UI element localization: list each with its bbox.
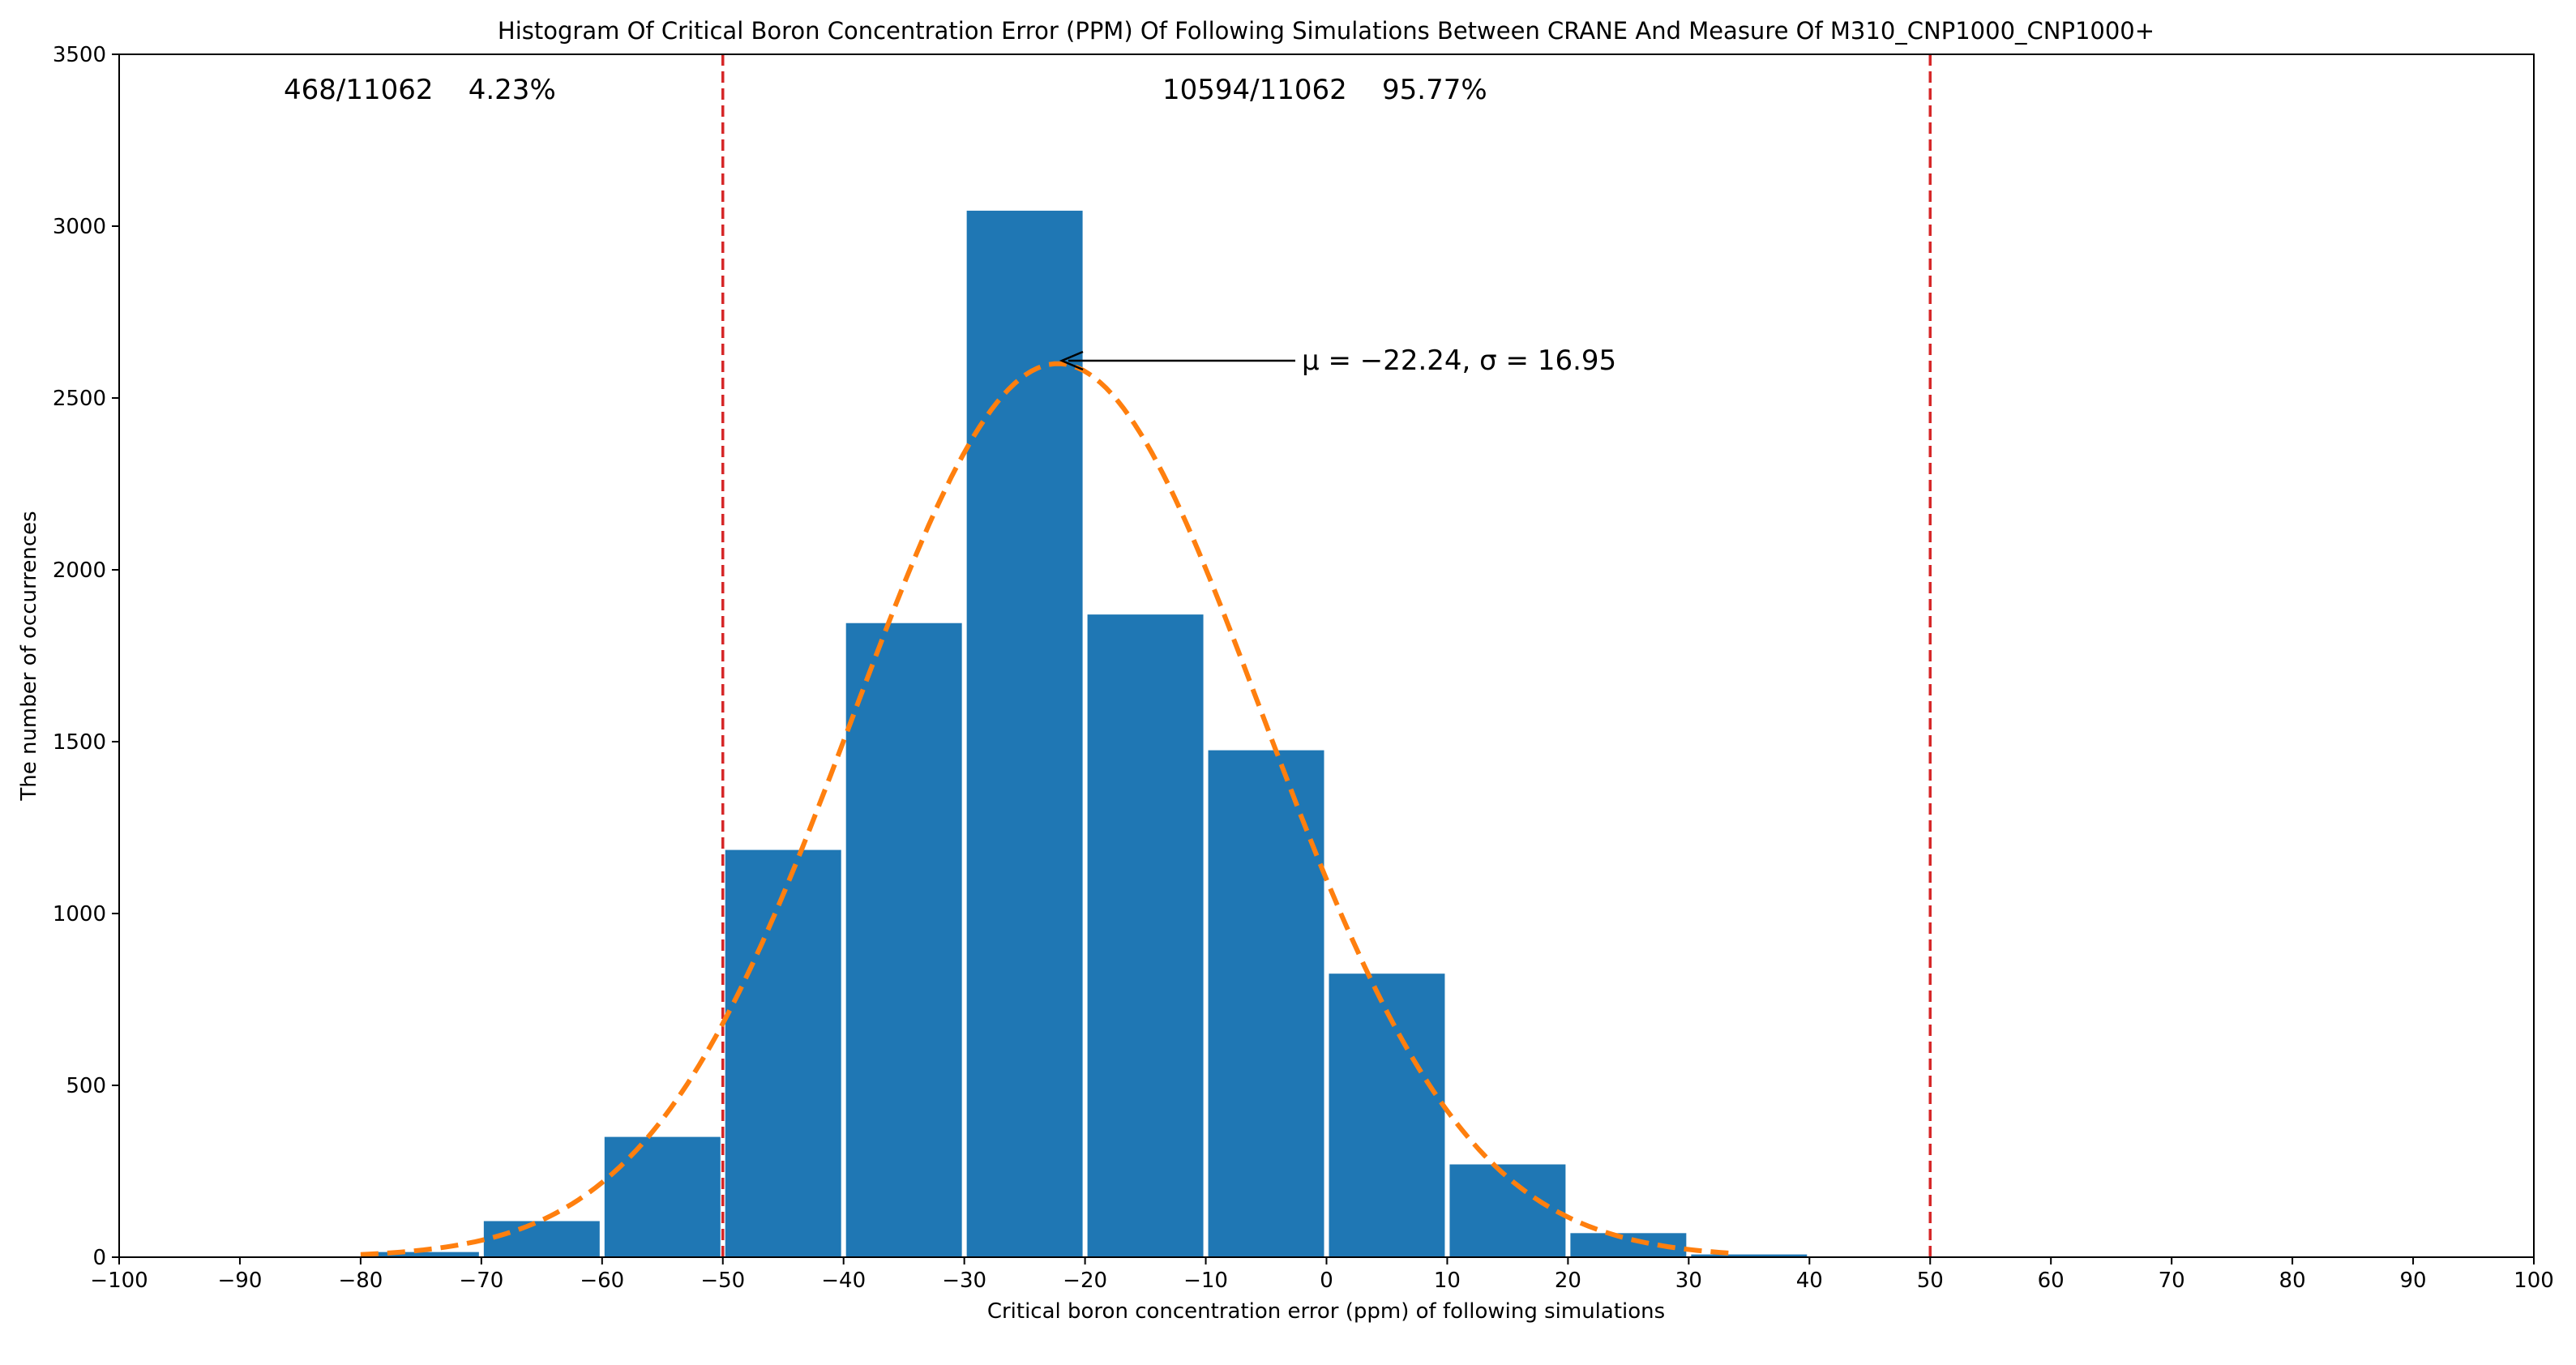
y-tick-label-3: 1500	[53, 730, 106, 755]
y-tick-label-5: 2500	[53, 387, 106, 411]
y-tick-label-2: 1000	[53, 902, 106, 926]
x-tick-label-17: 70	[2159, 1269, 2185, 1293]
x-tick-label-7: −30	[942, 1269, 986, 1293]
y-tick-label-1: 500	[66, 1074, 106, 1098]
y-tick-label-7: 3500	[53, 43, 106, 67]
x-tick-label-20: 100	[2514, 1269, 2554, 1293]
x-axis: −100 −90 −80 −70 −60 −50 −40 −30 −20 −10 0 10 20 30 40…	[90, 1257, 2554, 1293]
histogram-bar-7	[1208, 750, 1324, 1257]
y-axis-label: The number of occurrences	[17, 511, 41, 801]
y-tick-label-6: 3000	[53, 215, 106, 239]
x-tick-label-15: 50	[1917, 1269, 1944, 1293]
x-axis-label: Critical boron concentration error (ppm)…	[987, 1299, 1665, 1324]
x-tick-label-11: 10	[1434, 1269, 1461, 1293]
x-tick-label-9: −10	[1183, 1269, 1228, 1293]
normal-fit-curve	[360, 361, 1738, 1257]
x-tick-label-18: 80	[2279, 1269, 2306, 1293]
histogram-bar-5	[966, 210, 1083, 1257]
x-tick-label-16: 60	[2038, 1269, 2065, 1293]
histogram-bar-11	[1691, 1254, 1808, 1257]
x-tick-label-1: −90	[218, 1269, 263, 1293]
bars-layer	[362, 210, 1808, 1257]
x-tick-label-13: 30	[1675, 1269, 1702, 1293]
histogram-bar-0	[362, 1252, 479, 1257]
x-tick-label-5: −50	[700, 1269, 745, 1293]
histogram-bar-8	[1329, 973, 1445, 1257]
histogram-bar-6	[1087, 614, 1204, 1257]
y-tick-label-4: 2000	[53, 558, 106, 583]
histogram-bar-3	[725, 849, 841, 1257]
x-tick-label-6: −40	[821, 1269, 866, 1293]
left-region-annotation: 468/11062 4.23%	[284, 74, 556, 106]
threshold-lines	[721, 54, 1932, 1257]
plot-frame	[118, 53, 2535, 1258]
histogram-bar-2	[604, 1136, 721, 1257]
x-tick-label-12: 20	[1555, 1269, 1581, 1293]
chart-title: Histogram Of Critical Boron Concentratio…	[498, 17, 2155, 45]
x-tick-label-8: −20	[1063, 1269, 1107, 1293]
y-axis: 0 500 1000 1500 2000 2500 3000 3500	[53, 43, 119, 1270]
histogram-bar-1	[483, 1221, 600, 1257]
fit-annotation-arrowhead	[1059, 350, 1084, 371]
center-region-annotation: 10594/11062 95.77%	[1162, 74, 1487, 106]
x-tick-label-19: 90	[2400, 1269, 2427, 1293]
y-tick-label-0: 0	[92, 1246, 106, 1270]
x-tick-label-3: −70	[459, 1269, 503, 1293]
histogram-bar-9	[1449, 1164, 1566, 1257]
x-tick-label-0: −100	[90, 1269, 148, 1293]
fit-annotation-label: μ = −22.24, σ = 16.95	[1302, 344, 1616, 377]
x-tick-label-10: 0	[1320, 1269, 1333, 1293]
x-tick-label-14: 40	[1796, 1269, 1823, 1293]
x-tick-label-2: −80	[338, 1269, 383, 1293]
histogram-bar-4	[845, 623, 962, 1257]
x-tick-label-4: −60	[580, 1269, 624, 1293]
